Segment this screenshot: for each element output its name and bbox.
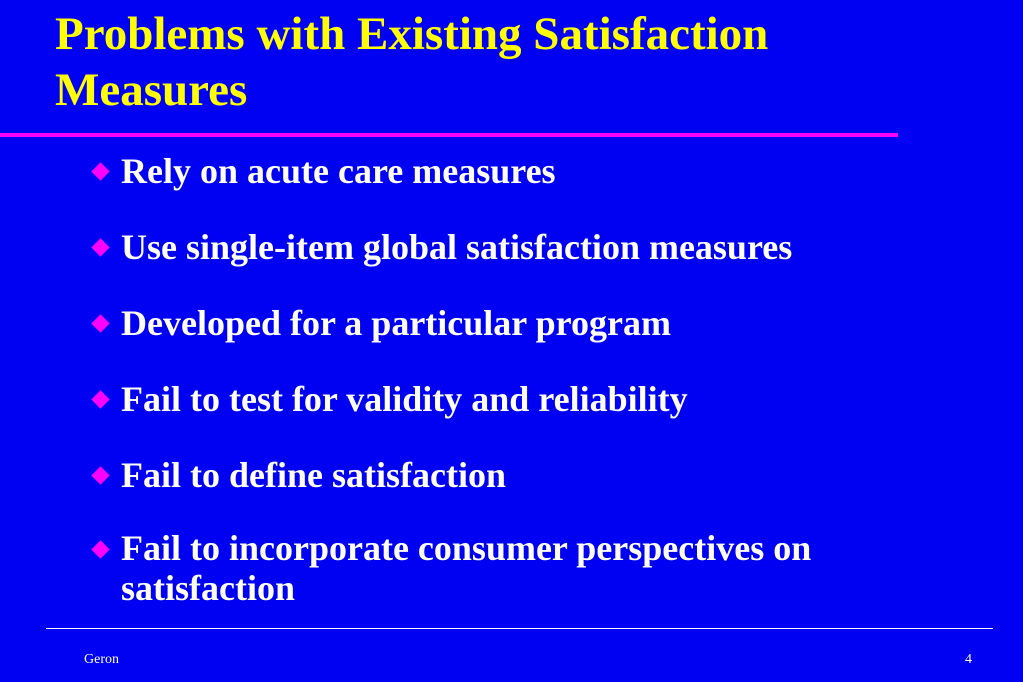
diamond-bullet-icon bbox=[91, 162, 110, 181]
slide-page-number: 4 bbox=[965, 652, 972, 667]
bullet-text: Developed for a particular program bbox=[121, 303, 671, 343]
footer-divider bbox=[46, 628, 993, 629]
bullet-item: Fail to define satisfaction bbox=[90, 452, 990, 498]
bullet-list: Rely on acute care measures Use single-i… bbox=[90, 148, 990, 608]
diamond-bullet-icon bbox=[91, 238, 110, 257]
bullet-item: Developed for a particular program bbox=[90, 300, 990, 346]
bullet-text: Rely on acute care measures bbox=[121, 151, 556, 191]
bullet-item: Fail to test for validity and reliabilit… bbox=[90, 376, 990, 422]
bullet-item: Rely on acute care measures bbox=[90, 148, 990, 194]
bullet-item: Use single-item global satisfaction meas… bbox=[90, 224, 990, 270]
bullet-item: Fail to incorporate consumer perspective… bbox=[90, 528, 990, 608]
bullet-text: Fail to test for validity and reliabilit… bbox=[121, 379, 688, 419]
diamond-bullet-icon bbox=[91, 466, 110, 485]
slide-title: Problems with Existing Satisfaction Meas… bbox=[55, 8, 769, 116]
diamond-bullet-icon bbox=[91, 540, 110, 559]
bullet-text: Fail to define satisfaction bbox=[121, 455, 506, 495]
diamond-bullet-icon bbox=[91, 390, 110, 409]
footer-author: Geron bbox=[84, 652, 119, 667]
title-divider bbox=[0, 133, 898, 137]
bullet-text: Fail to incorporate consumer perspective… bbox=[121, 528, 812, 608]
diamond-bullet-icon bbox=[91, 314, 110, 333]
bullet-text: Use single-item global satisfaction meas… bbox=[121, 227, 793, 267]
